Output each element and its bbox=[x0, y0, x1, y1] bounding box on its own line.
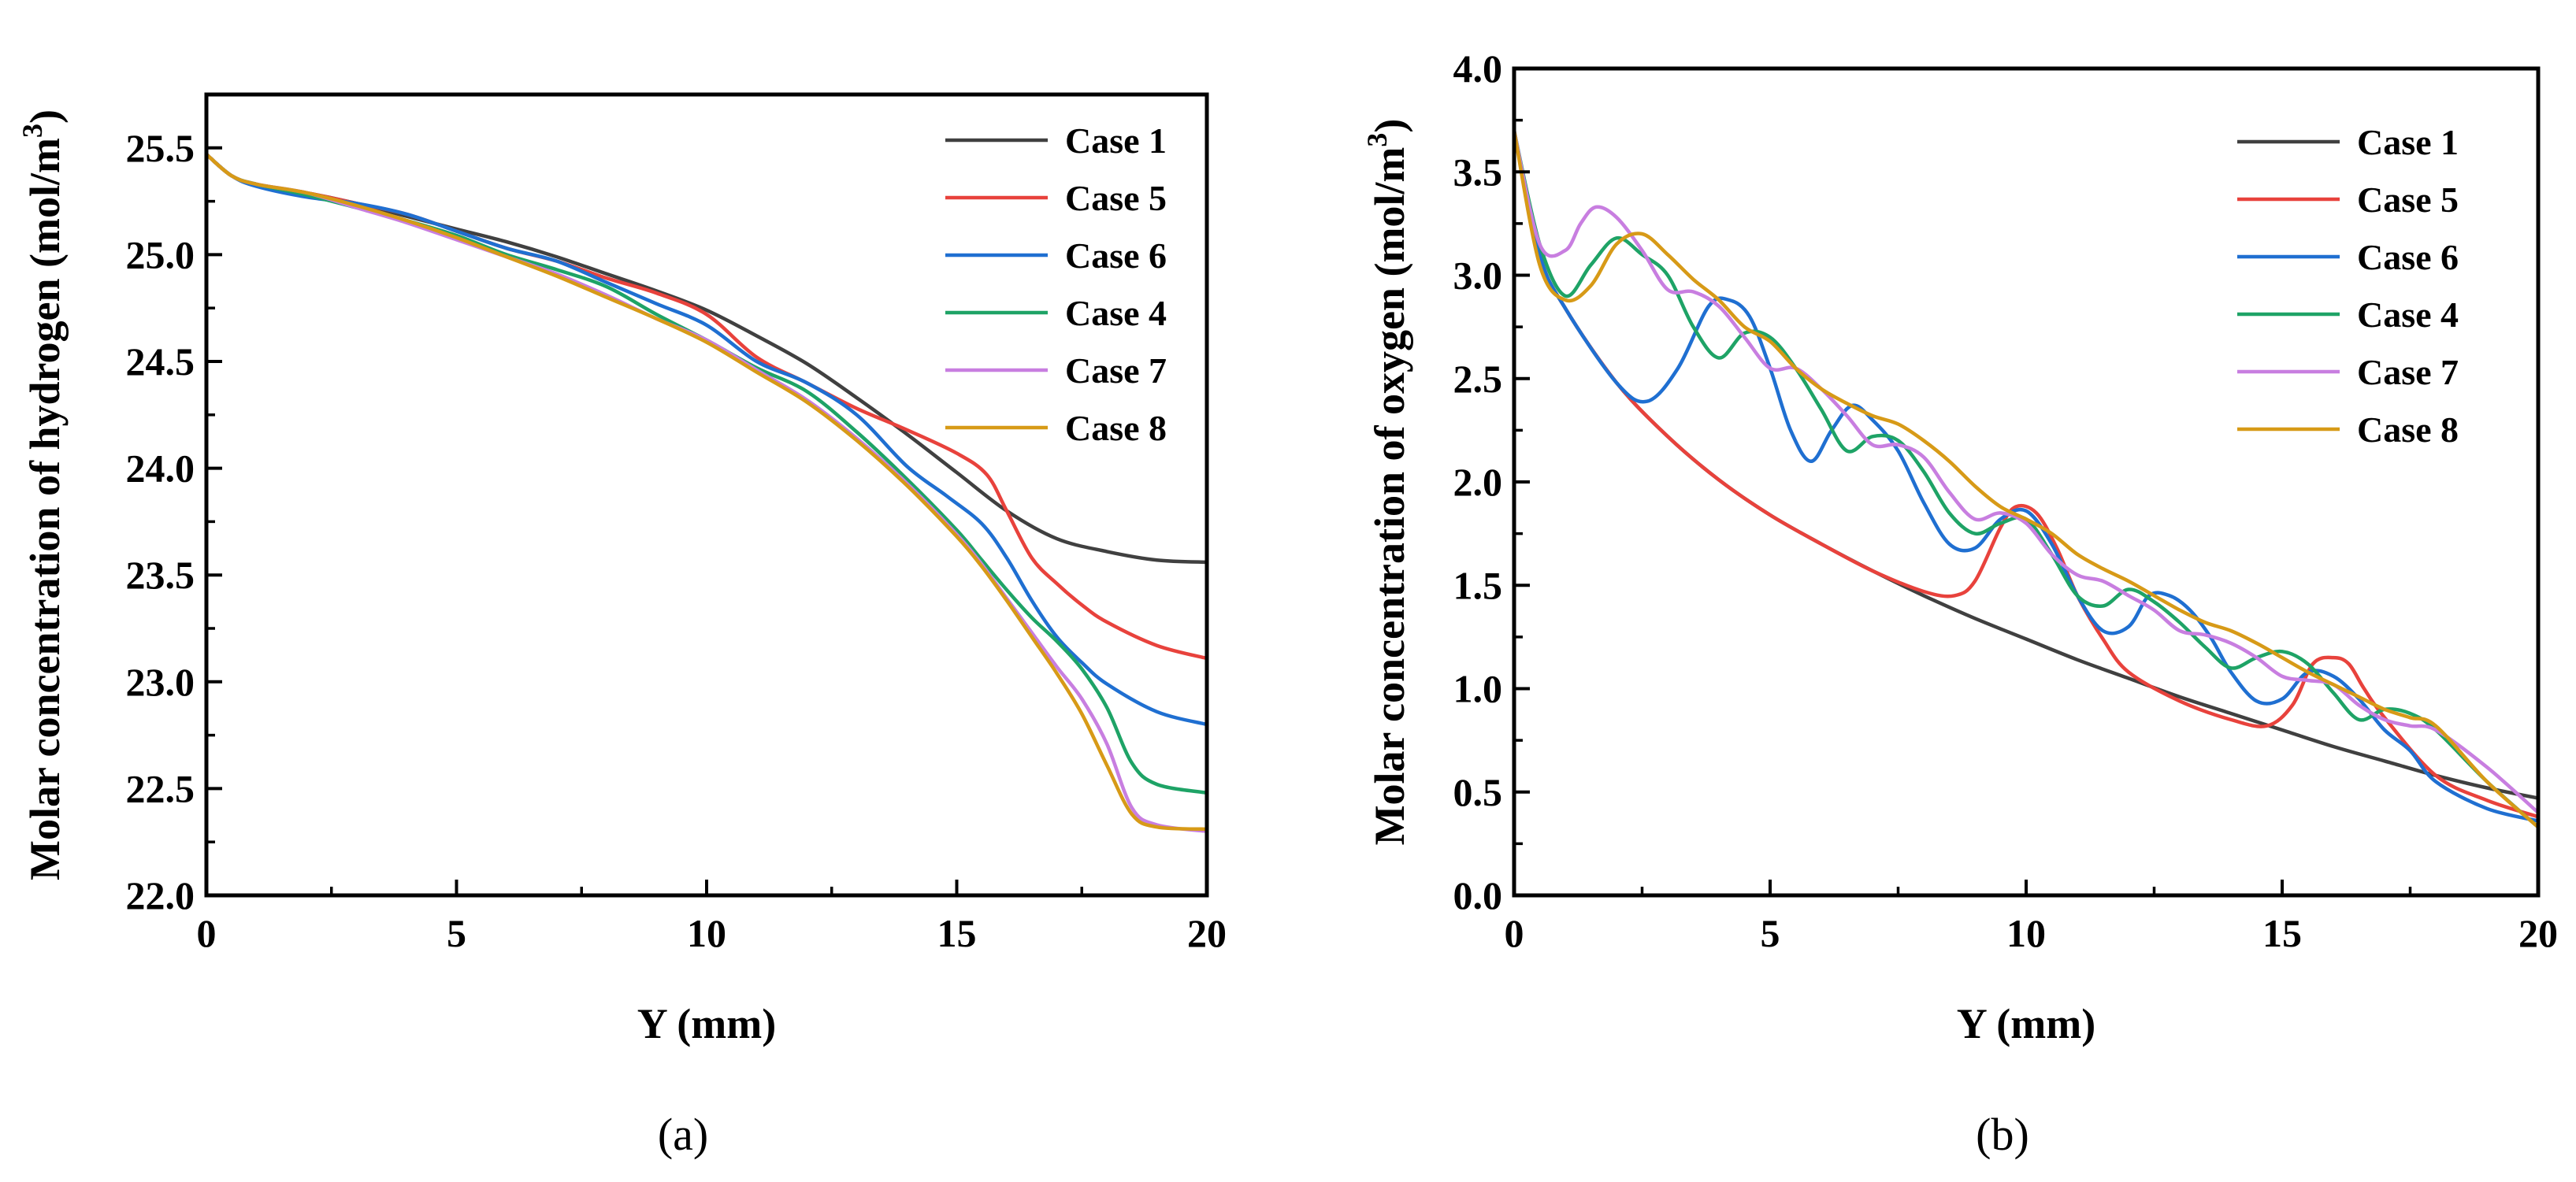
y-axis-title-close: ) bbox=[1366, 119, 1413, 133]
legend-label: Case 5 bbox=[1065, 178, 1167, 218]
legend-label: Case 4 bbox=[1065, 293, 1167, 333]
y-tick-label: 24.5 bbox=[126, 339, 195, 384]
series-lines bbox=[1514, 130, 2538, 829]
x-tick-label: 10 bbox=[687, 911, 726, 955]
y-tick-label: 4.0 bbox=[1453, 46, 1503, 91]
y-tick-label: 3.0 bbox=[1453, 254, 1503, 298]
y-tick-label: 0.0 bbox=[1453, 873, 1503, 917]
series-lines bbox=[206, 153, 1207, 833]
y-tick-label: 2.5 bbox=[1453, 357, 1503, 401]
legend-label: Case 7 bbox=[1065, 350, 1167, 391]
y-tick-label: 0.5 bbox=[1453, 770, 1503, 814]
y-axis-title-text: Molar concentration of hydrogen (mol/m bbox=[21, 138, 69, 880]
x-tick-label: 20 bbox=[2518, 911, 2558, 955]
legend-label: Case 8 bbox=[2357, 409, 2459, 450]
x-tick-label: 20 bbox=[1187, 911, 1227, 955]
x-tick-label: 5 bbox=[447, 911, 466, 955]
legend-label: Case 4 bbox=[2357, 295, 2459, 335]
series-line-case-4 bbox=[1514, 130, 2538, 829]
x-tick-label: 15 bbox=[2262, 911, 2302, 955]
legend-label: Case 1 bbox=[1065, 120, 1167, 161]
y-tick-label: 23.0 bbox=[126, 660, 195, 704]
series-line-case-6 bbox=[1514, 130, 2538, 823]
series-line-case-5 bbox=[1514, 130, 2538, 819]
y-axis-title-text: Molar concentration of oxygen (mol/m bbox=[1366, 147, 1413, 846]
legend: Case 1 Case 5 Case 6 Case 4 Case 7 Case 8 bbox=[945, 120, 1167, 448]
series-line-case-5 bbox=[206, 153, 1207, 661]
panel-b-oxygen-chart: 0 5 10 15 20 0.0 0.5 1.0 1.5 2.0 2.5 3.0 3.5 4.0 Y (mm… bbox=[1361, 46, 2558, 1160]
series-line-case-6 bbox=[206, 153, 1207, 727]
panel-label: (a) bbox=[658, 1109, 708, 1160]
legend-label: Case 6 bbox=[1065, 235, 1167, 276]
x-tick-label: 15 bbox=[937, 911, 977, 955]
y-tick-label: 1.0 bbox=[1453, 667, 1503, 711]
y-tick-label: 23.5 bbox=[126, 553, 195, 597]
y-axis-title: Molar concentration of oxygen (mol/m3) bbox=[1361, 119, 1413, 846]
x-tick-label: 0 bbox=[197, 911, 217, 955]
series-line-case-1 bbox=[1514, 130, 2538, 800]
x-tick-label: 5 bbox=[1761, 911, 1780, 955]
y-tick-label: 22.0 bbox=[126, 873, 195, 917]
y-tick-label: 22.5 bbox=[126, 766, 195, 810]
y-tick-label: 24.0 bbox=[126, 446, 195, 491]
legend-label: Case 8 bbox=[1065, 408, 1167, 448]
x-tick-label: 10 bbox=[2006, 911, 2046, 955]
y-axis-title-superscript: 3 bbox=[17, 124, 48, 138]
series-line-case-8 bbox=[206, 153, 1207, 832]
x-axis-title: Y (mm) bbox=[1957, 1000, 2095, 1047]
legend-label: Case 1 bbox=[2357, 122, 2459, 162]
y-axis-title-close: ) bbox=[21, 109, 69, 124]
y-tick-label: 2.0 bbox=[1453, 460, 1503, 504]
x-axis-title: Y (mm) bbox=[637, 1000, 776, 1047]
legend: Case 1 Case 5 Case 6 Case 4 Case 7 Case 8 bbox=[2237, 122, 2459, 450]
y-tick-label: 25.0 bbox=[126, 232, 195, 276]
y-axis-title: Molar concentration of hydrogen (mol/m3) bbox=[17, 109, 69, 880]
series-line-case-7 bbox=[206, 153, 1207, 833]
plot-frame bbox=[204, 92, 1209, 898]
y-tick-label: 3.5 bbox=[1453, 150, 1503, 194]
x-tick-label: 0 bbox=[1505, 911, 1524, 955]
panel-a-hydrogen-chart: 0 5 10 15 20 22.0 22.5 23.0 23.5 24.0 24.5 25.0 25.5… bbox=[17, 92, 1227, 1160]
y-tick-label: 1.5 bbox=[1453, 563, 1503, 607]
legend-label: Case 7 bbox=[2357, 352, 2459, 392]
panel-label: (b) bbox=[1976, 1109, 2029, 1160]
legend-label: Case 6 bbox=[2357, 237, 2459, 277]
legend-label: Case 5 bbox=[2357, 180, 2459, 220]
series-line-case-4 bbox=[206, 153, 1207, 795]
y-axis-title-superscript: 3 bbox=[1361, 133, 1393, 147]
series-line-case-8 bbox=[1514, 130, 2538, 829]
y-tick-label: 25.5 bbox=[126, 126, 195, 170]
series-line-case-1 bbox=[206, 153, 1207, 565]
